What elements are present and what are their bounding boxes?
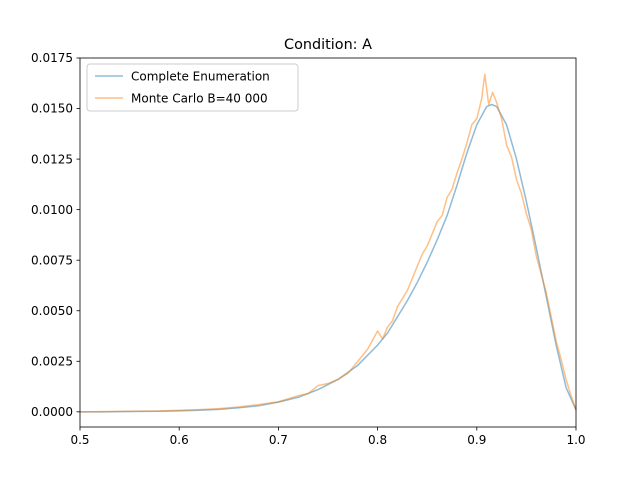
y-tick-label: 0.0025 (31, 354, 73, 368)
x-tick-label: 0.8 (368, 433, 387, 447)
y-tick-label: 0.0100 (31, 203, 73, 217)
series-line-monte-carlo-b-40-000 (79, 73, 577, 413)
axes: 0.5 0.6 0.7 0.8 0.9 1.0 0.0000 0.0025 0.0050 0.00… (31, 51, 586, 447)
plot-area (79, 73, 577, 413)
y-tick-label: 0.0050 (31, 304, 73, 318)
y-tick-label: 0.0175 (31, 51, 73, 65)
y-tick-label: 0.0075 (31, 253, 73, 267)
x-tick-label: 0.7 (269, 433, 288, 447)
y-tick-label: 0.0150 (31, 102, 73, 116)
legend-label-monte-carlo: Monte Carlo B=40 000 (131, 92, 268, 106)
y-tick-label: 0.0000 (31, 405, 73, 419)
axes-frame (79, 57, 577, 428)
x-tick-label: 1.0 (566, 433, 585, 447)
x-tick-label: 0.9 (467, 433, 486, 447)
legend-label-complete-enumeration: Complete Enumeration (131, 70, 270, 84)
x-tick-label: 0.5 (70, 433, 89, 447)
legend-box (86, 63, 299, 112)
y-tick-label: 0.0125 (31, 152, 73, 166)
x-tick-label: 0.6 (170, 433, 189, 447)
legend: Complete Enumeration Monte Carlo B=40 00… (86, 63, 299, 112)
chart-title: Condition: A (284, 37, 372, 53)
